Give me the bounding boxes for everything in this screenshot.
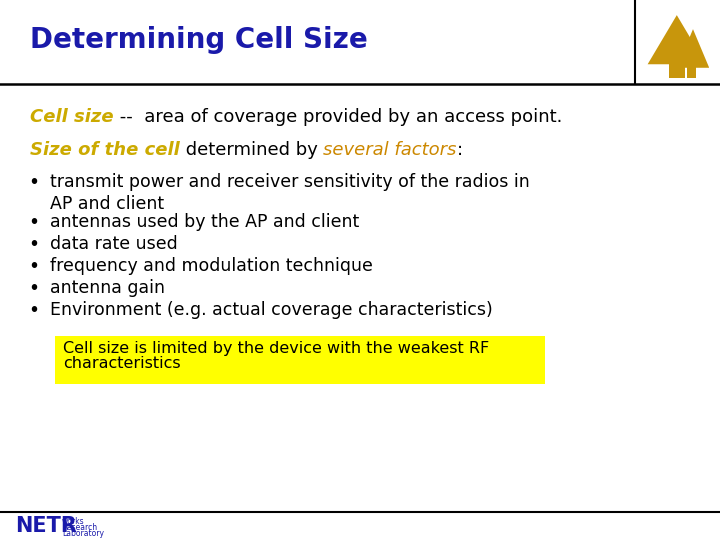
Bar (687, 64, 696, 78)
Text: •: • (28, 172, 39, 192)
Text: Research: Research (62, 523, 97, 531)
Text: characteristics: characteristics (63, 356, 181, 372)
Bar (669, 60, 685, 78)
Text: --  area of coverage provided by an access point.: -- area of coverage provided by an acces… (114, 108, 562, 126)
Text: Laboratory: Laboratory (62, 529, 104, 537)
Text: transmit power and receiver sensitivity of the radios in: transmit power and receiver sensitivity … (50, 173, 530, 191)
Text: antennas used by the AP and client: antennas used by the AP and client (50, 213, 359, 231)
Text: data rate used: data rate used (50, 235, 178, 253)
Polygon shape (677, 29, 709, 68)
Text: •: • (28, 300, 39, 320)
Text: frequency and modulation technique: frequency and modulation technique (50, 257, 373, 275)
Text: AP and client: AP and client (50, 195, 164, 213)
Text: several factors: several factors (323, 141, 456, 159)
Text: determined by: determined by (180, 141, 323, 159)
Text: Determining Cell Size: Determining Cell Size (30, 26, 368, 55)
Text: Cell size: Cell size (30, 108, 114, 126)
Text: •: • (28, 256, 39, 275)
Text: :: : (456, 141, 463, 159)
Text: Size of the cell: Size of the cell (30, 141, 180, 159)
Text: •: • (28, 234, 39, 253)
Text: antenna gain: antenna gain (50, 279, 165, 297)
Text: Cell size is limited by the device with the weakest RF: Cell size is limited by the device with … (63, 341, 490, 355)
Text: Environment (e.g. actual coverage characteristics): Environment (e.g. actual coverage charac… (50, 301, 492, 319)
FancyBboxPatch shape (55, 336, 545, 384)
Polygon shape (648, 15, 706, 64)
Text: •: • (28, 213, 39, 232)
Text: •: • (28, 279, 39, 298)
Text: NETR: NETR (15, 516, 77, 536)
Text: works: works (62, 516, 85, 525)
